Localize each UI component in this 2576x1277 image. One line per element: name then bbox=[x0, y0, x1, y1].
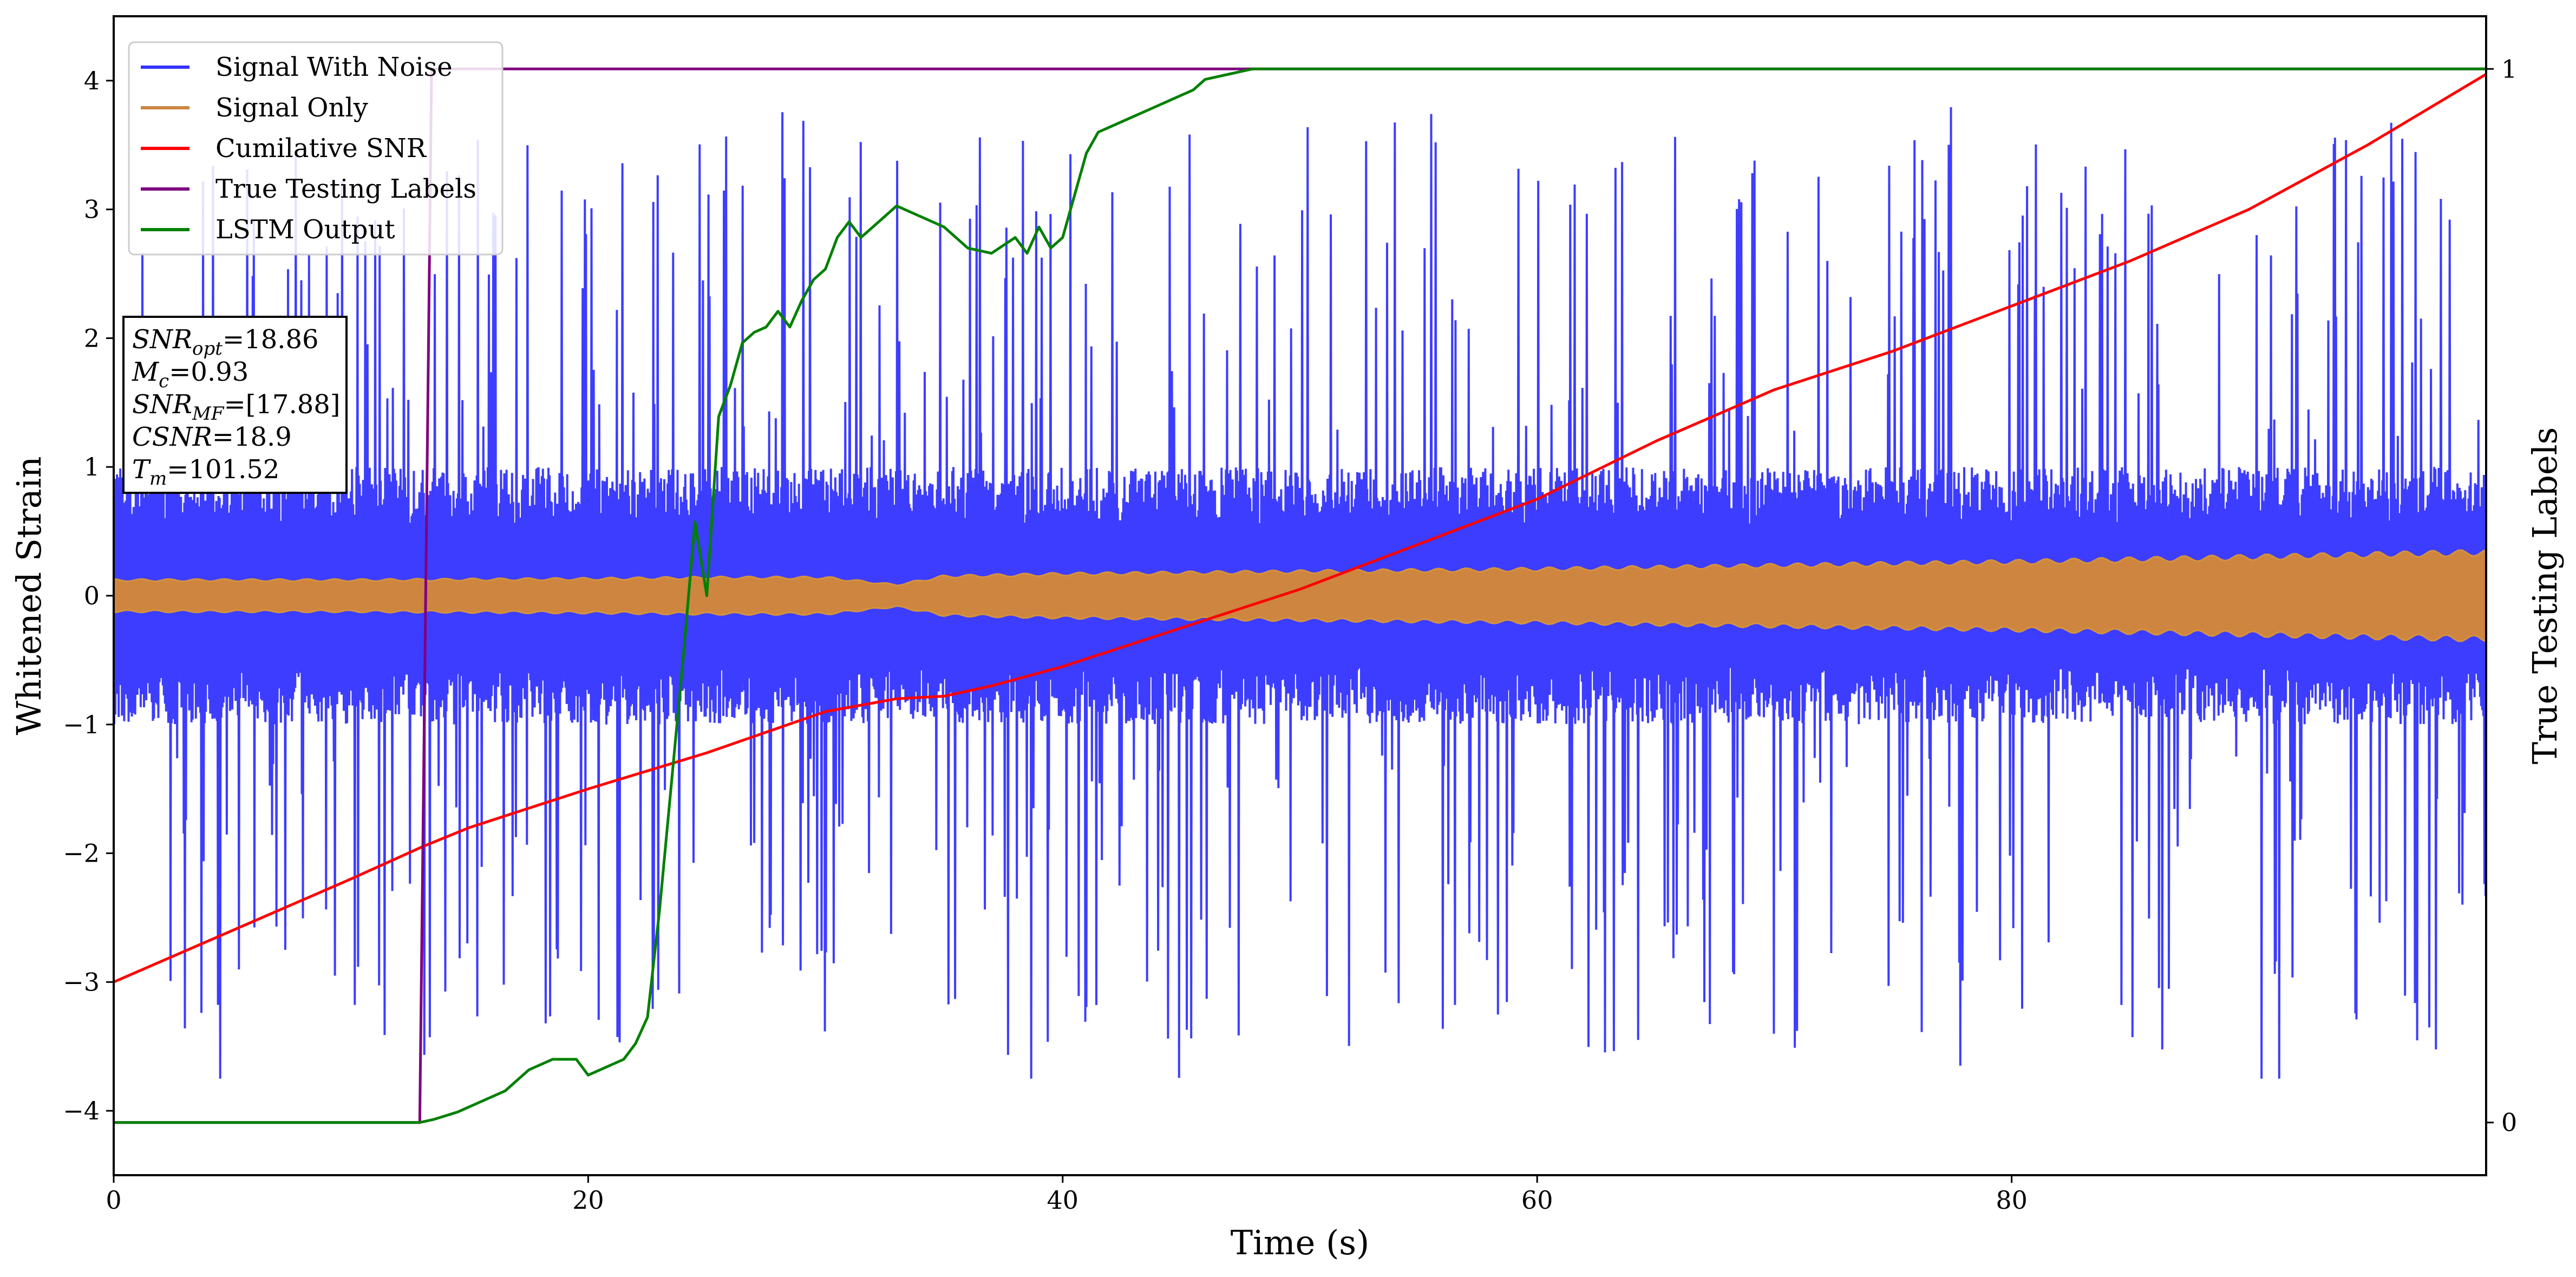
legend-label: LSTM Output bbox=[215, 214, 395, 245]
legend-frame bbox=[128, 41, 504, 256]
y2-axis-title: True Testing Labels bbox=[2525, 427, 2565, 765]
y-tick-label: 1 bbox=[84, 452, 100, 481]
y2-tick-label: 1 bbox=[2501, 54, 2517, 83]
y-tick-label: −2 bbox=[63, 839, 100, 868]
series-cumulative-snr bbox=[114, 73, 2486, 983]
series-lstm-output bbox=[114, 67, 2486, 1124]
x-tick-label: 40 bbox=[1047, 1185, 1079, 1215]
legend-label: Signal Only bbox=[215, 93, 368, 123]
annotation-line: SNRMF=[17.88] bbox=[132, 389, 341, 425]
annotation-line: Mc=0.93 bbox=[132, 357, 249, 392]
annotation-box: SNRopt=18.86Mc=0.93SNRMF=[17.88]CSNR=18.… bbox=[122, 316, 348, 494]
x-tick-label: 20 bbox=[572, 1185, 604, 1215]
y-tick-label: 0 bbox=[84, 581, 100, 610]
series-signal-with-noise bbox=[114, 107, 2486, 1079]
x-axis-title: Time (s) bbox=[1231, 1223, 1370, 1262]
annotation-line: CSNR=18.9 bbox=[132, 422, 292, 452]
y-tick-label: 3 bbox=[84, 195, 100, 224]
annotation-line: Tm=101.52 bbox=[132, 454, 279, 490]
y-tick-label: 4 bbox=[84, 66, 100, 95]
plot-area bbox=[114, 67, 2486, 1124]
y-tick-label: 2 bbox=[84, 323, 100, 353]
y-tick-label: −1 bbox=[63, 710, 100, 739]
x-tick-label: 0 bbox=[106, 1185, 121, 1215]
series-signal-only bbox=[114, 549, 2486, 643]
y2-tick-label: 0 bbox=[2501, 1108, 2517, 1137]
y-tick-label: −4 bbox=[63, 1096, 100, 1125]
y-tick-label: −3 bbox=[63, 967, 100, 996]
x-tick-label: 80 bbox=[1996, 1185, 2028, 1215]
annotation-line: SNRopt=18.86 bbox=[132, 324, 319, 360]
annotation-frame bbox=[122, 316, 348, 494]
legend-label: Cumilative SNR bbox=[215, 133, 427, 164]
legend-label: Signal With Noise bbox=[215, 52, 453, 82]
x-tick-label: 60 bbox=[1521, 1185, 1553, 1215]
legend: Signal With Noise Signal Only Cumilative S… bbox=[128, 41, 504, 256]
legend-label: True Testing Labels bbox=[215, 174, 476, 204]
y-axis-title: Whitened Strain bbox=[9, 457, 49, 735]
